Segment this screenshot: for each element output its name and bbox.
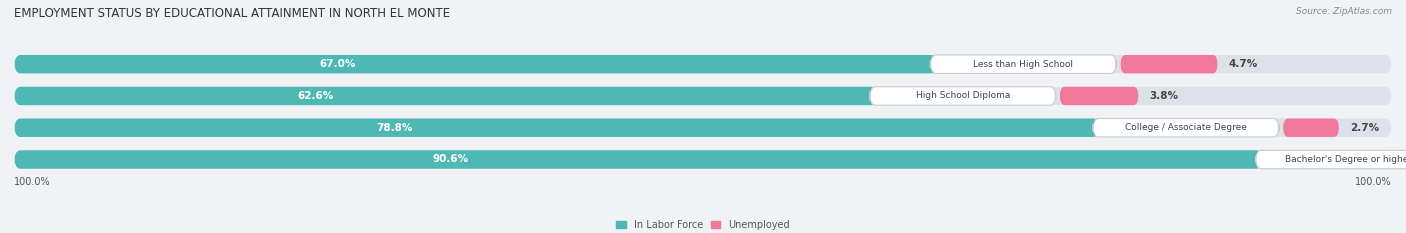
Text: High School Diploma: High School Diploma — [915, 92, 1010, 100]
Text: 100.0%: 100.0% — [14, 177, 51, 187]
FancyBboxPatch shape — [870, 87, 1056, 105]
FancyBboxPatch shape — [14, 150, 1392, 169]
FancyBboxPatch shape — [14, 87, 876, 105]
FancyBboxPatch shape — [1284, 119, 1339, 137]
Text: 100.0%: 100.0% — [1355, 177, 1392, 187]
Text: 62.6%: 62.6% — [298, 91, 335, 101]
Text: 4.7%: 4.7% — [1229, 59, 1258, 69]
FancyBboxPatch shape — [931, 55, 1116, 73]
Text: Less than High School: Less than High School — [973, 60, 1073, 69]
Text: College / Associate Degree: College / Associate Degree — [1125, 123, 1247, 132]
Legend: In Labor Force, Unemployed: In Labor Force, Unemployed — [616, 220, 790, 230]
FancyBboxPatch shape — [14, 55, 938, 73]
Text: EMPLOYMENT STATUS BY EDUCATIONAL ATTAINMENT IN NORTH EL MONTE: EMPLOYMENT STATUS BY EDUCATIONAL ATTAINM… — [14, 7, 450, 20]
Text: 3.8%: 3.8% — [1150, 91, 1178, 101]
Text: 2.7%: 2.7% — [1350, 123, 1379, 133]
FancyBboxPatch shape — [1060, 87, 1139, 105]
FancyBboxPatch shape — [14, 119, 1392, 137]
Text: 67.0%: 67.0% — [319, 59, 356, 69]
FancyBboxPatch shape — [1256, 150, 1406, 169]
Text: 90.6%: 90.6% — [433, 154, 470, 164]
FancyBboxPatch shape — [14, 150, 1263, 169]
Text: Source: ZipAtlas.com: Source: ZipAtlas.com — [1296, 7, 1392, 16]
FancyBboxPatch shape — [14, 87, 1392, 105]
FancyBboxPatch shape — [14, 55, 1392, 73]
Text: 78.8%: 78.8% — [375, 123, 412, 133]
FancyBboxPatch shape — [1092, 119, 1279, 137]
FancyBboxPatch shape — [14, 119, 1099, 137]
Text: Bachelor's Degree or higher: Bachelor's Degree or higher — [1285, 155, 1406, 164]
FancyBboxPatch shape — [1121, 55, 1218, 73]
